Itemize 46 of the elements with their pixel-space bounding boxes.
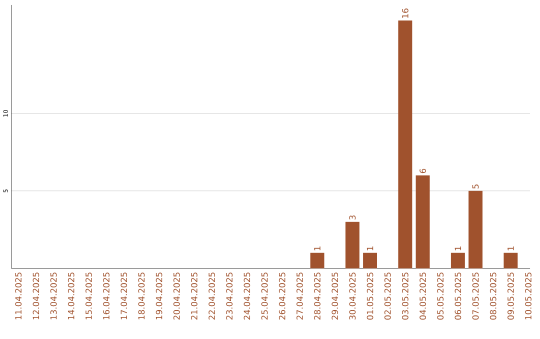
x-tick-label: 27.04.2025 [296, 272, 303, 320]
x-tick-label: 08.05.2025 [490, 272, 496, 320]
x-tick-label: 10.05.2025 [525, 272, 532, 320]
bar [363, 252, 378, 268]
data-label: 1 [508, 246, 514, 250]
x-tick-label: 04.05.2025 [420, 272, 426, 320]
x-tick-label: 26.04.2025 [278, 272, 286, 320]
x-tick-label: 28.04.2025 [314, 272, 320, 320]
x-tick-label: 14.04.2025 [68, 272, 74, 320]
x-tick-label: 20.04.2025 [173, 272, 180, 320]
x-tick-label: 07.05.2025 [472, 272, 479, 320]
data-label: 6 [420, 168, 426, 174]
x-tick-label: 23.04.2025 [226, 272, 233, 320]
x-tick-label: 25.04.2025 [261, 272, 268, 320]
x-tick-label: 18.04.2025 [138, 272, 145, 320]
x-tick-label: 13.04.2025 [50, 272, 57, 320]
bar [310, 252, 324, 268]
data-label: 1 [366, 246, 374, 250]
x-tick-label: 05.05.2025 [437, 272, 444, 320]
x-tick-label: 19.04.2025 [156, 272, 162, 320]
data-label: 16 [402, 8, 408, 18]
data-label: 1 [314, 246, 320, 250]
bar [345, 222, 360, 268]
bar [504, 252, 518, 268]
x-tick-label: 21.04.2025 [191, 272, 198, 320]
x-tick-label: 01.05.2025 [366, 272, 374, 320]
bar [416, 175, 430, 268]
x-tick-label: 17.04.2025 [120, 272, 128, 320]
x-tick-label: 09.05.2025 [507, 272, 514, 320]
x-tick-label: 02.05.2025 [384, 272, 391, 320]
bar [398, 20, 412, 268]
x-tick-label: 16.04.2025 [103, 272, 110, 320]
data-label: 3 [349, 215, 356, 220]
bar [468, 190, 483, 268]
x-tick-label: 22.04.2025 [208, 272, 215, 320]
x-tick-label: 24.04.2025 [244, 272, 250, 320]
data-label: 1 [454, 246, 462, 250]
x-tick-label: 29.04.2025 [332, 272, 338, 320]
x-tick-label: 11.04.2025 [15, 272, 22, 320]
bar [450, 252, 465, 268]
x-tick-label: 06.05.2025 [454, 272, 462, 320]
x-tick-label: 15.04.2025 [86, 272, 92, 320]
x-tick-label: 12.04.2025 [32, 272, 40, 320]
data-label: 5 [472, 184, 479, 188]
x-tick-label: 30.04.2025 [349, 272, 356, 320]
x-tick-label: 03.05.2025 [402, 272, 408, 320]
